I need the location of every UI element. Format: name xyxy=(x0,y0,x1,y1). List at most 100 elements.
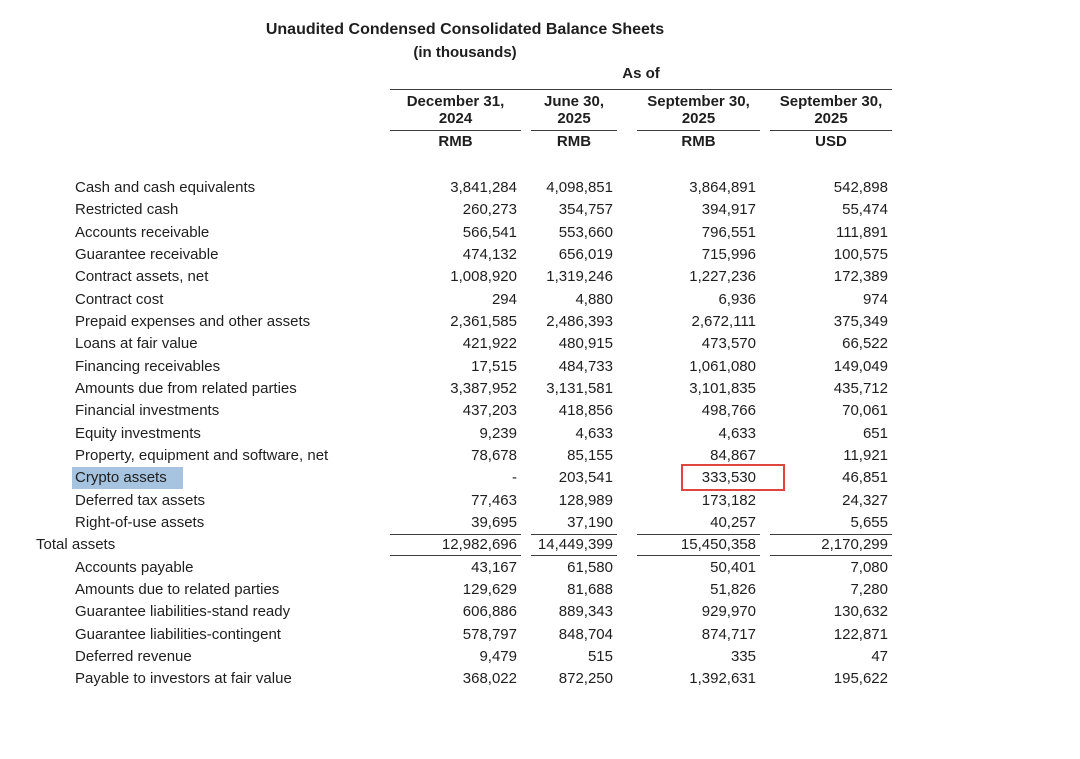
value-cell-dec-2024: 437,203 xyxy=(390,400,521,422)
value-cell-sep-2025-usd: 5,655 xyxy=(770,512,892,534)
value-cell-sep-2025-rmb: 3,864,891 xyxy=(637,177,760,199)
row-value: 9,239 xyxy=(479,424,517,442)
value-cell-jun-2025: 3,131,581 xyxy=(531,378,617,400)
row-label: Amounts due to related parties xyxy=(75,580,280,598)
column-gap xyxy=(617,601,637,623)
column-gap xyxy=(760,378,770,400)
row-label: Contract assets, net xyxy=(75,268,209,286)
row-value: 874,717 xyxy=(701,625,756,643)
row-label-cell: Equity investments xyxy=(36,423,390,445)
column-gap xyxy=(521,311,531,333)
row-value: 172,389 xyxy=(833,268,888,286)
column-gap xyxy=(760,601,770,623)
row-value: 796,551 xyxy=(701,223,756,241)
row-value: 43,167 xyxy=(471,558,517,576)
table-row: Financial investments 437,203 418,856 49… xyxy=(36,400,892,422)
column-gap xyxy=(521,378,531,400)
date-header-row: December 31, 2024 June 30, 2025 Septembe… xyxy=(36,90,892,131)
value-cell-dec-2024: 12,982,696 xyxy=(390,534,521,556)
value-cell-dec-2024: 368,022 xyxy=(390,668,521,690)
column-gap xyxy=(760,624,770,646)
column-gap xyxy=(521,423,531,445)
row-label-cell: Prepaid expenses and other assets xyxy=(36,311,390,333)
row-value: 1,319,246 xyxy=(546,268,613,286)
column-gap xyxy=(760,244,770,266)
row-value: 51,826 xyxy=(710,580,756,598)
row-value: 11,921 xyxy=(843,446,888,464)
row-label-cell: Guarantee liabilities-stand ready xyxy=(36,601,390,623)
column-gap xyxy=(617,356,637,378)
row-value: 3,131,581 xyxy=(546,379,613,397)
column-gap xyxy=(521,131,531,150)
column-gap xyxy=(760,177,770,199)
row-value: 12,982,696 xyxy=(441,536,517,554)
value-cell-jun-2025: 354,757 xyxy=(531,199,617,221)
row-value: 4,098,851 xyxy=(546,179,613,196)
row-label: Financial investments xyxy=(75,402,220,420)
column-gap xyxy=(617,512,637,534)
row-value: 435,712 xyxy=(833,379,888,397)
currency-header-row: RMB RMB RMB USD xyxy=(36,131,892,150)
column-gap xyxy=(617,199,637,221)
row-value: 656,019 xyxy=(558,245,613,263)
value-cell-sep-2025-usd: 66,522 xyxy=(770,333,892,355)
currency-header: USD xyxy=(815,133,847,150)
table-row: Payable to investors at fair value 368,0… xyxy=(36,668,892,690)
column-gap xyxy=(521,244,531,266)
row-value: 6,936 xyxy=(718,290,756,308)
row-value: 111,891 xyxy=(836,223,888,241)
column-date: June 30, xyxy=(543,93,605,110)
value-cell-dec-2024: 294 xyxy=(390,289,521,311)
row-label: Contract cost xyxy=(75,290,164,308)
column-gap xyxy=(617,534,637,556)
row-label-cell: Restricted cash xyxy=(36,199,390,221)
as-of-header-row: As of xyxy=(36,66,892,90)
spacer-cell xyxy=(36,90,390,131)
column-gap xyxy=(760,199,770,221)
value-cell-jun-2025: 37,190 xyxy=(531,512,617,534)
table-row: Amounts due to related parties 129,629 8… xyxy=(36,579,892,601)
row-value: 1,061,080 xyxy=(689,357,756,375)
value-cell-jun-2025: 656,019 xyxy=(531,244,617,266)
column-gap xyxy=(521,646,531,668)
column-gap xyxy=(617,490,637,512)
value-cell-sep-2025-rmb: 3,101,835 xyxy=(637,378,760,400)
column-gap xyxy=(760,333,770,355)
row-value: 2,361,585 xyxy=(450,312,517,330)
column-gap xyxy=(760,579,770,601)
value-cell-jun-2025: 4,098,851 xyxy=(531,177,617,199)
row-label-cell: Right-of-use assets xyxy=(36,512,390,534)
row-value: 335 xyxy=(730,647,756,665)
value-cell-sep-2025-rmb: 40,257 xyxy=(637,512,760,534)
value-cell-sep-2025-usd: 24,327 xyxy=(770,490,892,512)
value-cell-sep-2025-usd: 122,871 xyxy=(770,624,892,646)
row-value: 651 xyxy=(862,424,888,442)
row-value: 100,575 xyxy=(833,245,888,263)
row-label: Payable to investors at fair value xyxy=(75,670,292,688)
document-title: Unaudited Condensed Consolidated Balance… xyxy=(265,21,665,38)
column-date: September 30, xyxy=(779,93,883,110)
row-value: 294 xyxy=(491,290,517,308)
value-cell-sep-2025-usd: 55,474 xyxy=(770,199,892,221)
row-value: 1,392,631 xyxy=(689,670,756,688)
column-gap xyxy=(760,131,770,150)
row-label: Cash and cash equivalents xyxy=(75,179,256,196)
row-value: 7,280 xyxy=(850,580,888,598)
value-cell-sep-2025-usd: 195,622 xyxy=(770,668,892,690)
column-gap xyxy=(760,668,770,690)
value-cell-jun-2025: 553,660 xyxy=(531,222,617,244)
column-gap xyxy=(521,467,531,489)
row-label: Accounts payable xyxy=(75,558,194,576)
row-label: Right-of-use assets xyxy=(75,513,205,531)
column-gap xyxy=(617,333,637,355)
row-label-cell: Property, equipment and software, net xyxy=(36,445,390,467)
column-gap xyxy=(521,333,531,355)
table-row: Contract cost 294 4,880 6,936 974 xyxy=(36,289,892,311)
value-cell-dec-2024: - xyxy=(390,467,521,489)
row-label-cell: Total assets xyxy=(36,534,390,556)
value-cell-dec-2024: 606,886 xyxy=(390,601,521,623)
column-gap xyxy=(521,199,531,221)
row-value: 974 xyxy=(862,290,888,308)
row-value: 195,622 xyxy=(833,670,888,688)
column-gap xyxy=(760,512,770,534)
